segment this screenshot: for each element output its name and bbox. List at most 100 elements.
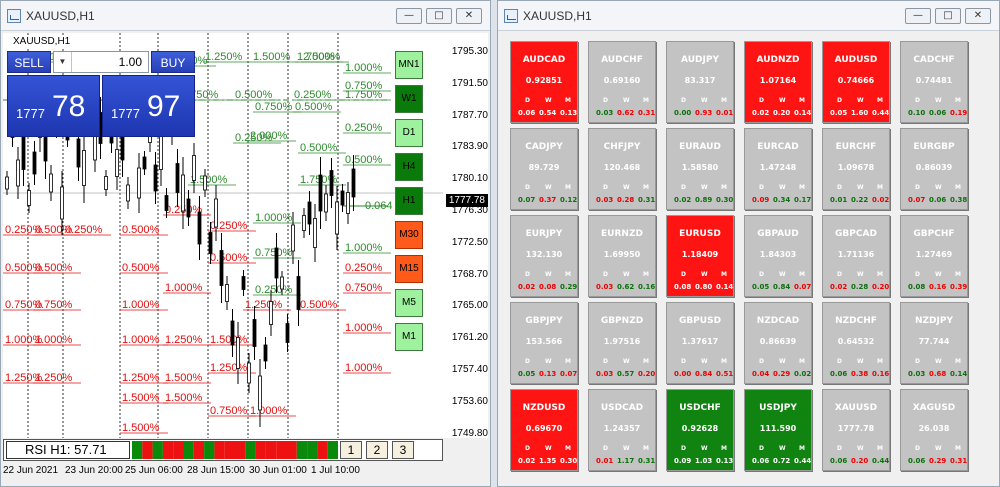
period-label: D	[837, 445, 842, 452]
period-label: M	[877, 358, 883, 365]
tile-eurnzd[interactable]: EURNZD 1.69950 D W M 0.03 0.62 0.16	[588, 215, 656, 297]
period-label: M	[643, 445, 649, 452]
tile-audcad[interactable]: AUDCAD 0.92851 D W M 0.06 0.54 0.13	[510, 41, 578, 123]
tile-audjpy[interactable]: AUDJPY 83.317 D W M 0.00 0.93 0.01	[666, 41, 734, 123]
tile-xagusd[interactable]: XAGUSD 26.038 D W M 0.06 0.29 0.31	[900, 389, 968, 471]
period-label: D	[915, 358, 920, 365]
tile-euraud[interactable]: EURAUD 1.58580 D W M 0.02 0.89 0.30	[666, 128, 734, 210]
level-label: 1.750%	[345, 89, 383, 101]
tile-cadjpy[interactable]: CADJPY 89.729 D W M 0.07 0.37 0.12	[510, 128, 578, 210]
page-button-2[interactable]: 2	[366, 441, 388, 459]
timeframe-button-h4[interactable]: H4	[395, 153, 423, 181]
timeframe-button-mn1[interactable]: MN1	[395, 51, 423, 79]
tile-price: 1.84303	[759, 250, 797, 259]
bid-price-button[interactable]: 1777 78	[7, 75, 100, 137]
minimize-icon[interactable]: —	[905, 7, 931, 24]
buy-button[interactable]: BUY	[151, 51, 195, 73]
tile-eurjpy[interactable]: EURJPY 132.130 D W M 0.02 0.08 0.29	[510, 215, 578, 297]
heatmap-window[interactable]: XAUUSD,H1 — □ ✕ AUDCAD 0.92851 D W M 0.06 0.…	[497, 0, 1000, 487]
sell-button[interactable]: SELL	[7, 51, 51, 73]
close-icon[interactable]: ✕	[456, 7, 482, 24]
ask-price-button[interactable]: 1777 97	[102, 75, 195, 137]
tile-audchf[interactable]: AUDCHF 0.69160 D W M 0.03 0.62 0.31	[588, 41, 656, 123]
period-label: W	[545, 184, 552, 191]
tile-audnzd[interactable]: AUDNZD 1.07164 D W M 0.02 0.20 0.14	[744, 41, 812, 123]
level-label: 0.250%	[345, 122, 383, 134]
period-label: W	[701, 97, 708, 104]
candle-body	[142, 156, 147, 170]
change-value: 0.30	[716, 196, 734, 204]
tile-nzdjpy[interactable]: NZDJPY 77.744 D W M 0.03 0.68 0.14	[900, 302, 968, 384]
candle-body	[186, 198, 191, 218]
period-label: D	[915, 97, 920, 104]
maximize-icon[interactable]: □	[935, 7, 961, 24]
tile-nzdchf[interactable]: NZDCHF 0.64532 D W M 0.06 0.38 0.16	[822, 302, 890, 384]
period-label: D	[681, 271, 686, 278]
level-label: 1.000%	[35, 334, 73, 346]
tile-eurchf[interactable]: EURCHF 1.09678 D W M 0.01 0.22 0.02	[822, 128, 890, 210]
tile-usdchf[interactable]: USDCHF 0.92628 D W M 0.09 1.03 0.13	[666, 389, 734, 471]
level-label: 0.500%	[35, 262, 73, 274]
price-axis-label: 1753.60	[451, 395, 488, 407]
level-label: 1.750%	[297, 51, 335, 63]
tile-gbpnzd[interactable]: GBPNZD 1.97516 D W M 0.03 0.57 0.20	[588, 302, 656, 384]
change-value: 0.03	[596, 196, 614, 204]
period-label: M	[955, 445, 961, 452]
timeframe-button-m5[interactable]: M5	[395, 289, 423, 317]
minimize-icon[interactable]: —	[396, 7, 422, 24]
period-label: W	[857, 184, 864, 191]
title-bar[interactable]: XAUUSD,H1 — □ ✕	[498, 1, 999, 31]
tile-gbpcad[interactable]: GBPCAD 1.71136 D W M 0.02 0.28 0.20	[822, 215, 890, 297]
period-label: W	[935, 358, 942, 365]
title-bar[interactable]: XAUUSD,H1 — □ ✕	[1, 1, 490, 31]
tile-price: 1.58580	[681, 163, 719, 172]
tile-chfjpy[interactable]: CHFJPY 120.468 D W M 0.03 0.28 0.31	[588, 128, 656, 210]
period-label: W	[623, 184, 630, 191]
tile-gbpchf[interactable]: GBPCHF 1.27469 D W M 0.08 0.16 0.39	[900, 215, 968, 297]
timeframe-button-h1[interactable]: H1	[395, 187, 423, 215]
tile-eurgbp[interactable]: EURGBP 0.86039 D W M 0.07 0.06 0.38	[900, 128, 968, 210]
price-axis-label: 1791.50	[451, 77, 488, 89]
change-value: 0.93	[695, 109, 713, 117]
change-value: 0.06	[752, 457, 770, 465]
tile-audusd[interactable]: AUDUSD 0.74666 D W M 0.05 1.60 0.44	[822, 41, 890, 123]
change-value: 0.02	[752, 109, 770, 117]
period-label: W	[545, 97, 552, 104]
period-label: D	[915, 445, 920, 452]
level-label: 0.750%	[35, 299, 73, 311]
tile-eurusd[interactable]: EURUSD 1.18409 D W M 0.08 0.80 0.14	[666, 215, 734, 297]
timeframe-button-m30[interactable]: M30	[395, 221, 423, 249]
candle-body	[27, 190, 31, 206]
candle-body	[269, 301, 273, 325]
tile-eurcad[interactable]: EURCAD 1.47248 D W M 0.09 0.34 0.17	[744, 128, 812, 210]
rsi-cell	[286, 441, 297, 459]
close-icon[interactable]: ✕	[965, 7, 991, 24]
tile-usdcad[interactable]: USDCAD 1.24357 D W M 0.01 1.17 0.31	[588, 389, 656, 471]
chart-window[interactable]: XAUUSD,H1 — □ ✕ 1.000% 0.750% 0.500% 0.250%…	[0, 0, 491, 487]
tile-gbpjpy[interactable]: GBPJPY 153.566 D W M 0.05 0.13 0.07	[510, 302, 578, 384]
timeframe-button-d1[interactable]: D1	[395, 119, 423, 147]
chevron-down-icon[interactable]: ▼	[54, 52, 72, 72]
tile-nzdcad[interactable]: NZDCAD 0.86639 D W M 0.04 0.29 0.02	[744, 302, 812, 384]
period-label: W	[701, 445, 708, 452]
page-button-1[interactable]: 1	[340, 441, 362, 459]
tile-usdjpy[interactable]: USDJPY 111.590 D W M 0.06 0.72 0.44	[744, 389, 812, 471]
price-chart[interactable]: 1.000%0.750%0.500%0.250%1.750%1.500%1.00…	[3, 33, 488, 438]
tile-symbol: CADCHF	[913, 55, 955, 65]
tile-gbpaud[interactable]: GBPAUD 1.84303 D W M 0.05 0.84 0.07	[744, 215, 812, 297]
lot-size-input[interactable]: ▼ 1.00	[53, 51, 149, 73]
timeframe-button-m1[interactable]: M1	[395, 323, 423, 351]
timeframe-button-w1[interactable]: W1	[395, 85, 423, 113]
price-axis-label: 1787.70	[451, 109, 488, 121]
window-title: XAUUSD,H1	[26, 8, 95, 23]
tile-nzdusd[interactable]: NZDUSD 0.69670 D W M 0.02 1.35 0.30	[510, 389, 578, 471]
level-label: 1.500%	[190, 174, 228, 186]
timeframe-button-m15[interactable]: M15	[395, 255, 423, 283]
period-label: D	[603, 184, 608, 191]
page-button-3[interactable]: 3	[392, 441, 414, 459]
tile-cadchf[interactable]: CADCHF 0.74481 D W M 0.10 0.06 0.19	[900, 41, 968, 123]
bid-price-prefix: 1777	[16, 106, 45, 121]
tile-xauusd[interactable]: XAUUSD 1777.78 D W M 0.06 0.20 0.44	[822, 389, 890, 471]
maximize-icon[interactable]: □	[426, 7, 452, 24]
tile-gbpusd[interactable]: GBPUSD 1.37617 D W M 0.00 0.84 0.51	[666, 302, 734, 384]
